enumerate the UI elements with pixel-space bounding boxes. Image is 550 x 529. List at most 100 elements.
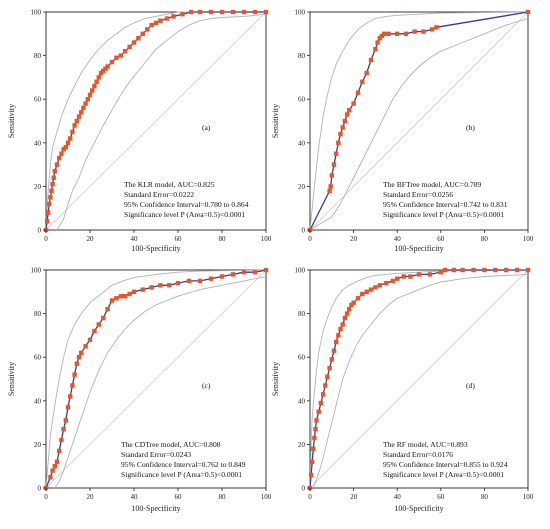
roc-point xyxy=(525,267,531,273)
roc-point xyxy=(384,280,389,286)
roc-point xyxy=(316,409,321,414)
annotation-significance: Significance level P (Area=0.5)<0.0001 xyxy=(121,470,242,479)
roc-point xyxy=(63,145,68,150)
roc-point xyxy=(381,31,387,36)
roc-point xyxy=(131,289,137,294)
roc-point xyxy=(347,307,352,312)
y-tick-label: 0 xyxy=(302,485,306,493)
roc-point xyxy=(310,459,315,464)
roc-point xyxy=(386,31,391,36)
roc-point xyxy=(416,272,422,277)
roc-point xyxy=(158,18,163,23)
roc-point xyxy=(68,394,73,399)
roc-point xyxy=(92,328,97,334)
roc-point xyxy=(395,31,400,36)
roc-point xyxy=(87,92,93,97)
x-tick-label: 100 xyxy=(523,493,534,501)
roc-point xyxy=(49,188,54,193)
roc-point xyxy=(83,344,88,349)
x-tick-label: 40 xyxy=(131,235,139,243)
y-tick-label: 100 xyxy=(31,267,42,275)
x-tick-label: 80 xyxy=(481,235,489,243)
roc-point xyxy=(329,357,334,362)
roc-point xyxy=(331,162,337,167)
x-axis-label: 100-Specificity xyxy=(131,504,180,513)
roc-point xyxy=(252,9,258,15)
plot-frame xyxy=(45,269,267,489)
roc-point xyxy=(401,274,406,279)
annotation-significance: Significance level P (Area=0.5)<0.0001 xyxy=(383,470,504,479)
roc-point xyxy=(197,9,203,15)
roc-point xyxy=(312,435,317,441)
roc-point xyxy=(105,64,110,69)
roc-point xyxy=(92,83,97,89)
roc-point xyxy=(96,75,101,80)
roc-point xyxy=(241,270,247,275)
roc-point xyxy=(342,118,348,124)
roc-point xyxy=(63,418,68,423)
roc-point xyxy=(109,298,115,303)
annotation-block: The KLR model, AUC=0.825 Standard Error=… xyxy=(124,180,249,219)
roc-point xyxy=(208,276,214,281)
roc-point xyxy=(514,267,520,273)
roc-point xyxy=(377,283,382,288)
roc-point xyxy=(373,46,378,52)
x-tick-label: 20 xyxy=(87,235,95,243)
roc-point xyxy=(429,27,435,32)
y-tick-label: 100 xyxy=(31,9,42,17)
roc-point xyxy=(263,267,269,273)
roc-point xyxy=(79,110,84,115)
roc-point xyxy=(308,472,314,478)
roc-point xyxy=(320,392,326,397)
y-tick-label: 80 xyxy=(298,52,306,60)
roc-point xyxy=(149,285,154,290)
y-tick-label: 0 xyxy=(38,485,42,493)
x-tick-label: 100 xyxy=(261,493,272,501)
x-axis-label: 100-Specificity xyxy=(394,244,443,253)
ci-lower-curve xyxy=(54,276,267,489)
roc-point xyxy=(186,278,192,284)
roc-point xyxy=(127,291,132,297)
roc-point xyxy=(403,31,409,36)
roc-point xyxy=(48,474,53,480)
roc-point xyxy=(118,294,123,299)
ci-lower-curve xyxy=(56,13,267,231)
roc-point xyxy=(65,140,71,145)
roc-point xyxy=(347,107,352,113)
y-tick-label: 60 xyxy=(34,96,42,104)
roc-point xyxy=(349,302,354,308)
roc-point xyxy=(340,125,345,130)
roc-point xyxy=(360,79,365,84)
y-tick-label: 40 xyxy=(34,139,42,147)
roc-point xyxy=(351,300,356,305)
panel-label: (a) xyxy=(202,123,211,132)
roc-point xyxy=(74,361,79,366)
roc-point xyxy=(434,25,439,30)
roc-point xyxy=(427,272,433,277)
x-tick-label: 40 xyxy=(394,235,402,243)
roc-point xyxy=(375,40,380,45)
roc-point xyxy=(164,16,170,21)
roc-point xyxy=(311,446,316,451)
x-tick-label: 0 xyxy=(44,493,48,501)
roc-point xyxy=(390,278,395,284)
y-tick-label: 60 xyxy=(298,96,306,104)
roc-point xyxy=(327,188,332,193)
roc-point xyxy=(96,322,101,327)
roc-point xyxy=(65,405,71,410)
roc-point xyxy=(355,296,361,301)
annotation-significance: Significance level P (Area=0.5)<0.0001 xyxy=(124,210,245,219)
roc-point xyxy=(408,274,413,279)
roc-point xyxy=(230,9,236,15)
roc-point xyxy=(313,426,318,432)
roc-point xyxy=(59,151,64,156)
y-tick-label: 60 xyxy=(34,354,42,362)
x-tick-label: 60 xyxy=(437,493,445,501)
roc-point xyxy=(87,337,93,342)
ci-upper-curve xyxy=(45,269,267,489)
panel-b-chart: 00 20 20 40 40 60 60 80 80 100 100 (b) The BFTree … xyxy=(271,9,534,254)
y-tick-label: 20 xyxy=(298,183,306,191)
roc-point xyxy=(336,333,341,338)
roc-point xyxy=(109,59,115,65)
roc-point xyxy=(338,131,343,137)
